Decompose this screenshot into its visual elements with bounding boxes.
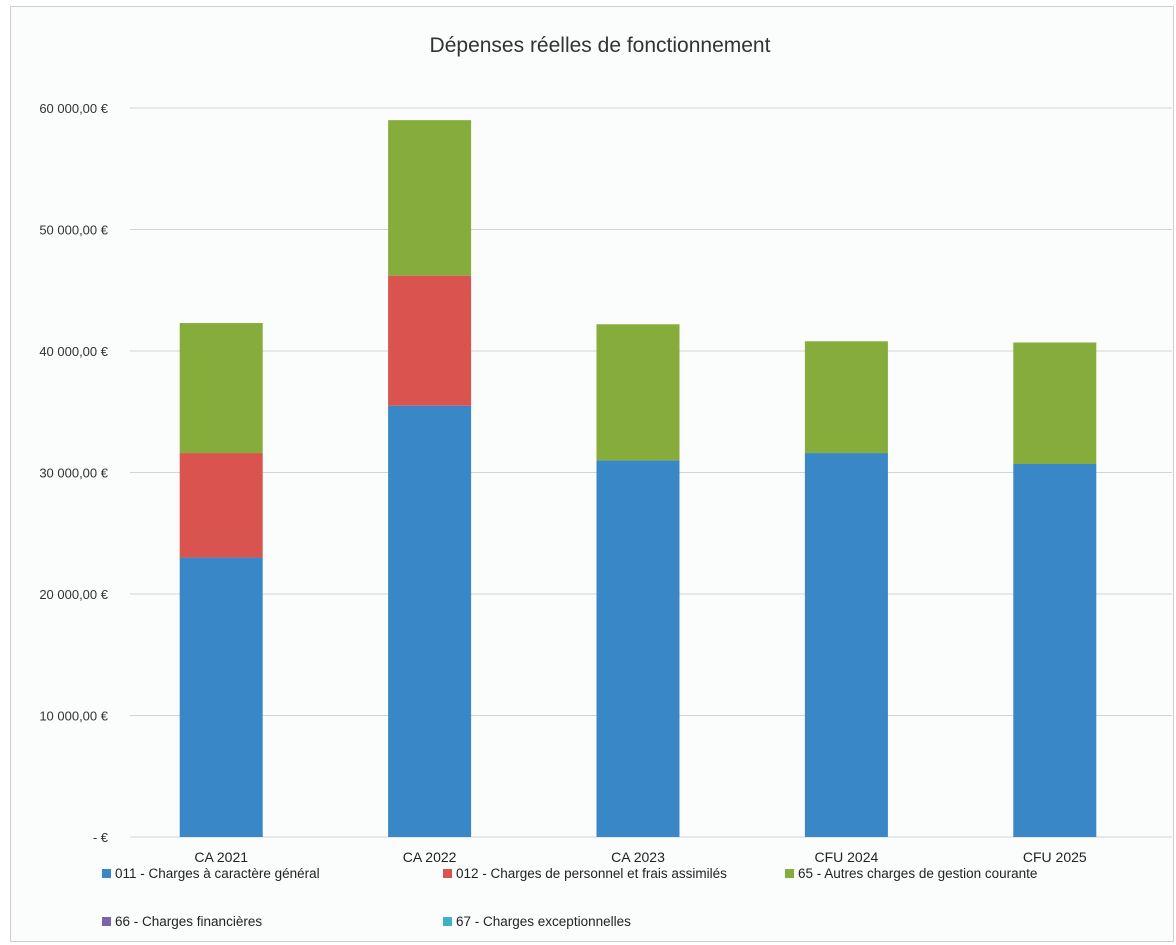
bar-segment <box>388 405 472 837</box>
bar-segment <box>1013 342 1097 464</box>
legend-label: 66 - Charges financières <box>115 914 262 929</box>
bar-segment <box>596 324 680 461</box>
y-tick-label: 40 000,00 € <box>39 344 108 359</box>
legend-item: 65 - Autres charges de gestion courante <box>785 866 1037 881</box>
legend: 011 - Charges à caractère général 012 - C… <box>102 866 1037 929</box>
legend-swatch <box>443 917 452 926</box>
bar-segment <box>804 453 888 837</box>
bar-segment <box>179 323 263 454</box>
x-tick-label: CFU 2024 <box>814 849 878 865</box>
x-axis-ticks: CA 2021 CA 2022 CA 2023 CFU 2024 CFU 2025 <box>194 849 1087 865</box>
bar-layer <box>179 120 1097 837</box>
x-tick-label: CA 2021 <box>194 849 248 865</box>
chart-title: Dépenses réelles de fonctionnement <box>430 34 771 57</box>
bar-segment <box>388 120 472 276</box>
x-tick-label: CA 2022 <box>403 849 457 865</box>
legend-label: 65 - Autres charges de gestion courante <box>798 866 1037 881</box>
bar-segment <box>179 453 263 558</box>
legend-item: 012 - Charges de personnel et frais assi… <box>443 866 727 881</box>
y-tick-label: - € <box>93 830 109 845</box>
legend-swatch <box>102 869 111 878</box>
legend-swatch <box>443 869 452 878</box>
y-tick-label: 10 000,00 € <box>39 709 108 724</box>
legend-item: 011 - Charges à caractère général <box>102 866 320 881</box>
y-tick-label: 20 000,00 € <box>39 587 108 602</box>
bar-segment <box>804 341 888 454</box>
legend-label: 011 - Charges à caractère général <box>115 866 320 881</box>
legend-swatch <box>785 869 794 878</box>
legend-label: 012 - Charges de personnel et frais assi… <box>456 866 727 881</box>
bar-segment <box>388 275 472 406</box>
x-tick-label: CA 2023 <box>611 849 665 865</box>
y-tick-label: 30 000,00 € <box>39 466 108 481</box>
legend-item: 67 - Charges exceptionnelles <box>443 914 631 929</box>
legend-item: 66 - Charges financières <box>102 914 262 929</box>
y-tick-label: 50 000,00 € <box>39 223 108 238</box>
legend-label: 67 - Charges exceptionnelles <box>456 914 631 929</box>
bar-segment <box>179 557 263 837</box>
y-axis-ticks: - € 10 000,00 € 20 000,00 € 30 000,00 € 40 0… <box>39 101 108 845</box>
bar-segment <box>1013 463 1097 837</box>
y-tick-label: 60 000,00 € <box>39 101 108 116</box>
bar-segment <box>596 460 680 837</box>
legend-swatch <box>102 917 111 926</box>
x-tick-label: CFU 2025 <box>1023 849 1087 865</box>
